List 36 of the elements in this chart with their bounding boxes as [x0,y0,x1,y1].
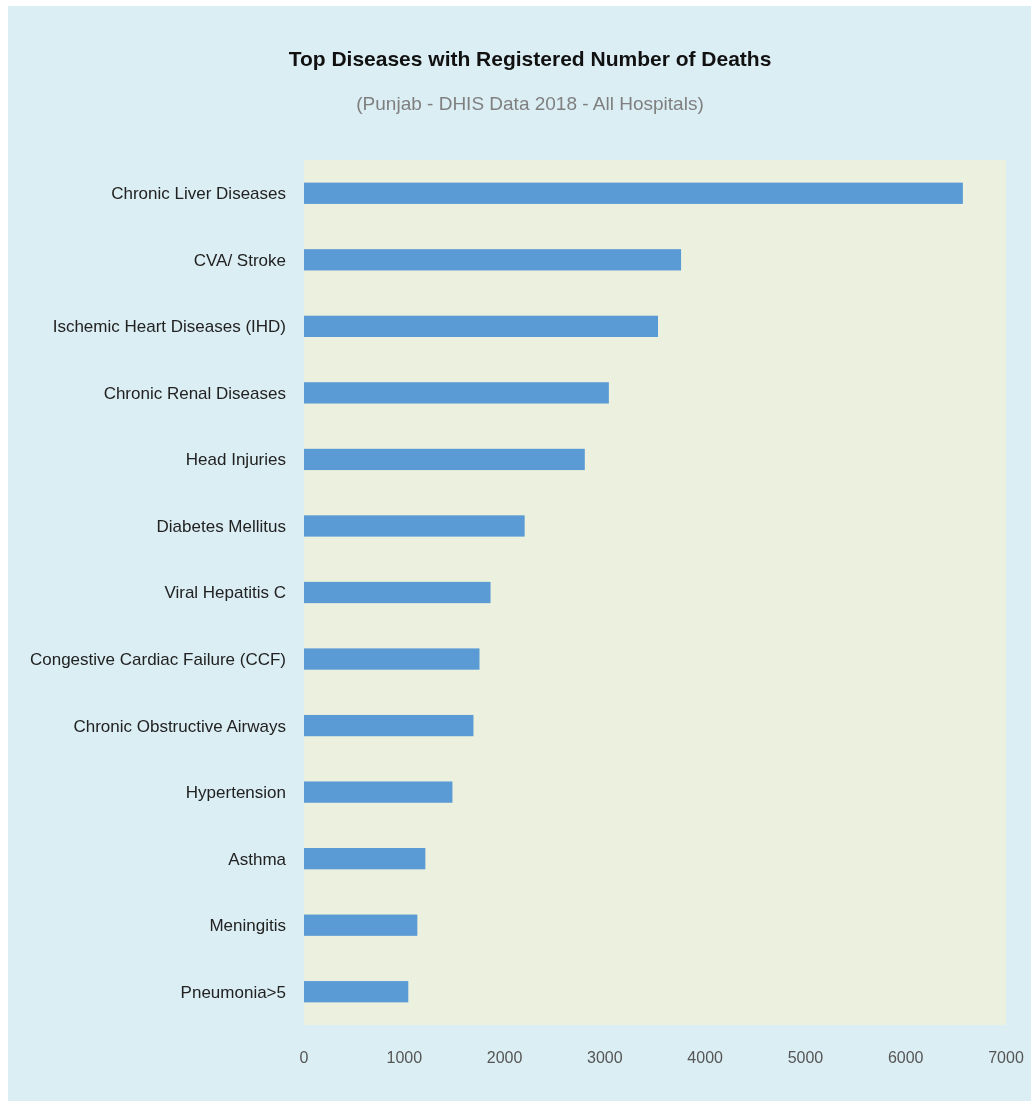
bar [304,981,409,1003]
y-tick-label: Viral Hepatitis C [164,583,286,603]
bar [304,848,426,870]
x-tick-label: 5000 [787,1049,824,1066]
x-tick-label: 0 [299,1049,309,1066]
x-tick-label: 7000 [988,1049,1024,1066]
y-tick-label: Chronic Liver Diseases [111,184,286,204]
bar [304,914,418,936]
y-tick-label: Hypertension [185,783,286,803]
x-tick-label: 6000 [887,1049,924,1066]
x-tick-label: 4000 [687,1049,724,1066]
bar [304,648,480,670]
y-tick-label: Asthma [228,849,287,869]
y-tick-label: Head Injuries [185,450,286,470]
bar [304,515,525,537]
bar [304,448,585,471]
y-tick-label: Congestive Cardiac Failure (CCF) [29,649,286,669]
y-tick-label: Meningitis [209,916,286,936]
y-tick-label: Pneumonia>5 [180,982,286,1002]
bar [304,714,474,737]
bar [304,382,609,404]
bar [304,182,963,204]
x-tick-label: 3000 [587,1049,623,1066]
bar [304,581,491,604]
y-tick-label: Chronic Obstructive Airways [73,716,286,736]
y-tick-label: Chronic Renal Diseases [103,383,286,403]
y-tick-label: CVA/ Stroke [193,250,286,270]
x-tick-label: 1000 [386,1049,423,1066]
chart-title: Top Diseases with Registered Number of Deaths [288,47,772,70]
y-tick-label: Diabetes Mellitus [156,516,286,536]
y-tick-label: Ischemic Heart Diseases (IHD) [52,317,286,337]
bar [304,781,453,803]
chart-subtitle: (Punjab - DHIS Data 2018 - All Hospitals) [356,93,704,114]
x-tick-label: 2000 [486,1049,523,1066]
bar [304,315,659,337]
bar [304,249,682,271]
